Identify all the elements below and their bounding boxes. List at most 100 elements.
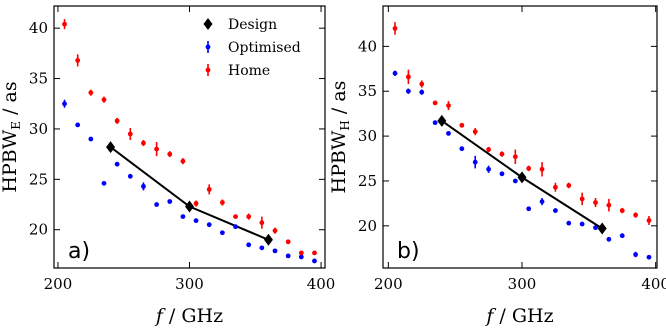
- panel-a-optimised-point: [154, 202, 160, 207]
- panel-a-home-point: [88, 90, 94, 96]
- panel-b-design-point: [437, 114, 447, 127]
- panel-b-home-point: [419, 81, 425, 87]
- panel-b-home-point: [392, 26, 398, 31]
- panel-a-home-point: [62, 21, 67, 27]
- panel-b-home-point: [446, 103, 451, 108]
- panel-b-y-axis-subscript: H: [338, 120, 352, 130]
- panel-a-y-tick-label: 35: [29, 70, 48, 88]
- panel-a-optimised-point: [285, 253, 291, 259]
- panel-a-ticks: 200 300 400 20 25 30 35 40: [29, 6, 335, 293]
- panel-b-home-point: [579, 196, 585, 202]
- panel-a-optimised-point: [62, 101, 67, 107]
- panel-b-home-point: [499, 151, 505, 157]
- panel-b-optimised-point: [566, 220, 572, 226]
- panel-b-y-tick-label: 20: [358, 217, 377, 235]
- panel-a-design-line: [109, 146, 269, 241]
- panel-a-y-tick-label: 20: [29, 221, 48, 239]
- panel-b-home-point: [646, 218, 652, 223]
- panel-b-optimised-point: [512, 178, 518, 184]
- panel-b-y-axis-label: HPBWH / as: [328, 81, 352, 194]
- panel-a-home-point: [233, 214, 238, 220]
- panel-b-optimised-point: [499, 171, 505, 177]
- panel-b-optimised-point: [539, 199, 545, 205]
- panel-a-x-tick-label: 200: [44, 275, 73, 293]
- panel-a-home-point: [101, 97, 107, 103]
- panel-a-y-axis-label: HPBWE / as: [0, 81, 23, 192]
- panel-b-optimised-point: [459, 146, 465, 152]
- legend-design-marker: [203, 18, 213, 30]
- panel-a-home-point: [75, 58, 81, 63]
- panel-b-optimised-point: [472, 159, 478, 165]
- panel-a-marks: [62, 19, 317, 264]
- panel-b-x-tick-label: 300: [508, 275, 537, 293]
- panel-b-x-tick-label: 400: [641, 275, 666, 293]
- legend: Design Optimised Home: [203, 17, 301, 79]
- panel-b-design-point: [517, 171, 527, 184]
- panel-b-home-point: [566, 183, 572, 188]
- panel-a: 200 300 400 20 25 30 35 40 a) f / GHz HPBWE / a…: [0, 5, 335, 327]
- panel-b-home-point: [405, 74, 411, 80]
- panel-b-y-tick-label: 35: [358, 82, 377, 100]
- panel-b-optimised-point: [579, 221, 585, 227]
- panel-a-home-point: [114, 118, 120, 124]
- panel-a-home-point: [259, 220, 265, 226]
- panel-a-optimised-point: [272, 248, 278, 254]
- panel-b-x-axis-label: f / GHz: [484, 305, 553, 327]
- legend-optimised-label: Optimised: [228, 40, 301, 56]
- panel-a-optimised-point: [127, 173, 133, 179]
- panel-a-home-point: [246, 214, 252, 220]
- panel-a-y-axis-quantity: HPBW: [0, 129, 21, 192]
- panel-b-label: b): [397, 239, 420, 264]
- panel-b-optimised-point: [526, 206, 532, 212]
- panel-a-optimised-point: [193, 218, 199, 224]
- panel-a-optimised-point: [88, 136, 94, 142]
- panel-a-y-axis-subscript: E: [9, 121, 23, 130]
- panel-a-optimised-point: [114, 161, 120, 167]
- panel-b-optimised-point: [633, 252, 639, 257]
- panel-b-y-tick-label: 40: [358, 37, 377, 55]
- panel-a-home-point: [141, 140, 146, 146]
- panel-a-x-tick-label: 300: [175, 275, 204, 293]
- panel-b-home-point: [472, 129, 478, 135]
- panel-b-optimised-point: [486, 166, 491, 172]
- panel-a-x-axis-unit: / GHz: [163, 305, 223, 327]
- panel-a-optimised-point: [246, 242, 252, 248]
- panel-a-home-point: [193, 201, 199, 206]
- legend-home-label: Home: [228, 63, 270, 79]
- panel-a-home-point: [272, 228, 278, 234]
- panel-b-home-point: [512, 154, 518, 160]
- panel-a-y-tick-label: 25: [29, 170, 48, 188]
- panel-a-optimised-point: [141, 183, 146, 189]
- panel-b-optimised-point: [619, 233, 625, 239]
- panel-b-optimised-point: [432, 120, 438, 126]
- panel-a-optimised-point: [259, 245, 265, 251]
- panel-b-optimised-point: [405, 88, 411, 94]
- panel-b-y-tick-label: 25: [358, 172, 377, 190]
- panel-b-marks: [392, 22, 652, 260]
- panel-b: 200 300 400 20 25 30 35 40 b) f / GHz HPBWH / a…: [328, 5, 666, 327]
- panel-b-y-tick-label: 30: [358, 127, 377, 145]
- panel-b-frame: [382, 5, 658, 269]
- panel-a-optimised-point: [219, 230, 225, 236]
- panel-b-home-point: [539, 166, 545, 172]
- panel-a-optimised-point: [206, 222, 212, 228]
- panel-b-y-axis-quantity: HPBW: [328, 130, 350, 193]
- panel-b-home-point: [526, 166, 532, 171]
- panel-b-optimised-point: [646, 254, 652, 260]
- panel-a-home-point: [167, 151, 173, 157]
- panel-a-y-axis-unit: / as: [0, 81, 21, 121]
- panel-a-y-tick-label: 30: [29, 120, 48, 138]
- panel-a-optimised-point: [233, 224, 238, 230]
- panel-a-optimised-point: [167, 199, 173, 204]
- panel-a-design-point: [185, 200, 194, 213]
- panel-a-optimised-point: [298, 254, 304, 260]
- panel-a-x-tick-label: 400: [307, 275, 336, 293]
- panel-a-x-axis-symbol: f: [154, 305, 166, 327]
- panel-b-home-point: [619, 208, 625, 213]
- panel-b-ticks: 200 300 400 20 25 30 35 40: [358, 6, 666, 293]
- panel-a-home-point: [206, 187, 212, 192]
- panel-b-x-tick-label: 200: [374, 275, 403, 293]
- panel-b-optimised-point: [606, 236, 612, 242]
- panel-b-optimised-point: [392, 70, 398, 76]
- panel-b-optimised-point: [419, 89, 425, 95]
